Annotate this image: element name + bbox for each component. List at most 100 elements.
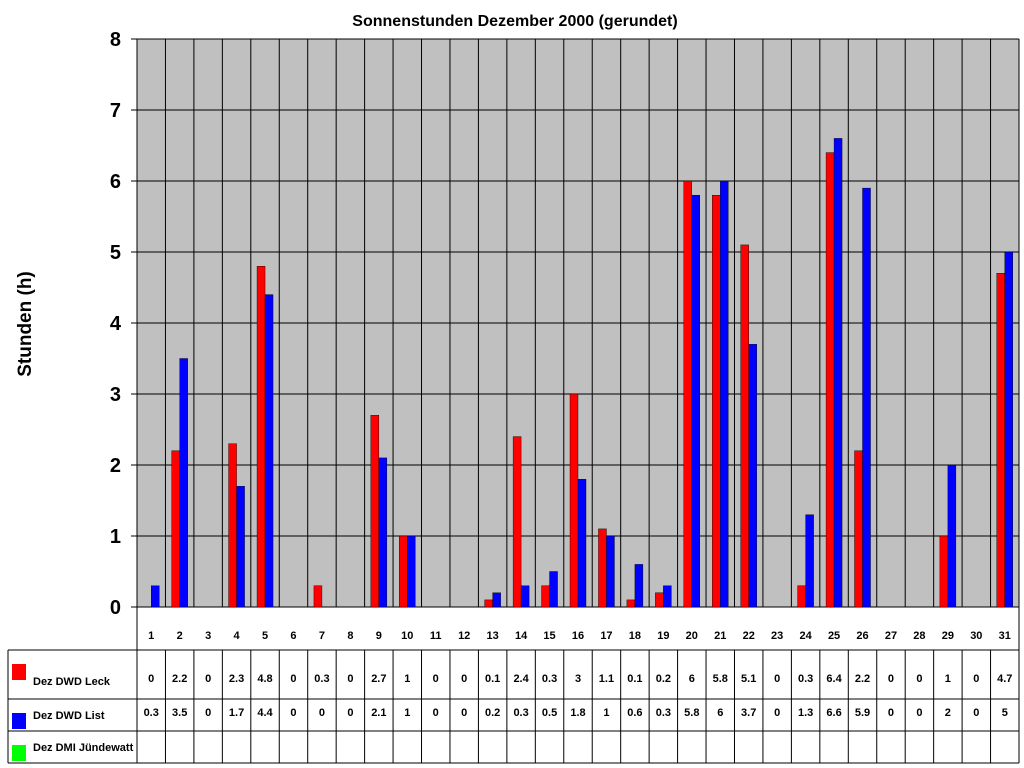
bar-list <box>378 457 388 608</box>
data-label: 0 <box>148 673 154 685</box>
bar-leck <box>484 599 493 608</box>
data-label: 2.2 <box>855 673 870 685</box>
data-label: 2.7 <box>371 673 386 685</box>
x-tick-label: 31 <box>999 630 1011 642</box>
y-tick-label: 8 <box>110 29 121 51</box>
data-label: 2.2 <box>172 673 187 685</box>
bar-list <box>947 464 957 608</box>
bar-list <box>492 592 501 608</box>
data-label: 0 <box>347 673 353 685</box>
bar-leck <box>370 415 380 608</box>
x-tick-label: 1 <box>148 630 154 642</box>
bar-list <box>833 138 843 608</box>
data-label: 0.3 <box>656 707 671 719</box>
x-tick-label: 19 <box>657 630 669 642</box>
data-label: 0 <box>433 707 439 719</box>
data-label: 0 <box>433 673 439 685</box>
bar-list <box>720 180 729 608</box>
x-tick-label: 22 <box>743 630 755 642</box>
legend-swatch <box>12 713 26 729</box>
x-tick-label: 17 <box>600 630 612 642</box>
data-label: 5.1 <box>741 673 756 685</box>
data-label: 0 <box>290 673 296 685</box>
data-label: 1 <box>945 673 951 685</box>
data-label: 1.7 <box>229 707 244 719</box>
y-tick-label: 5 <box>110 242 121 264</box>
legend-swatch <box>12 664 26 680</box>
data-label: 5.9 <box>855 707 870 719</box>
y-tick-label: 3 <box>110 384 121 406</box>
data-label: 5.8 <box>713 673 728 685</box>
data-label: 0 <box>319 707 325 719</box>
x-tick-label: 21 <box>714 630 726 642</box>
x-tick-label: 29 <box>942 630 954 642</box>
bars <box>151 138 1013 608</box>
bar-list <box>151 585 160 608</box>
data-label: 0 <box>774 673 780 685</box>
bar-list <box>862 187 871 608</box>
data-label: 0.1 <box>627 673 642 685</box>
bar-list <box>663 585 672 608</box>
data-label: 6 <box>689 673 695 685</box>
x-tick-label: 11 <box>430 630 442 642</box>
data-label: 1 <box>404 673 410 685</box>
bar-leck <box>512 436 522 608</box>
gridlines <box>131 38 1020 608</box>
legend-swatch <box>12 745 26 761</box>
data-label: 0 <box>774 707 780 719</box>
x-tick-label: 25 <box>828 630 840 642</box>
bar-list <box>236 486 245 608</box>
x-tick-label: 10 <box>401 630 413 642</box>
x-tick-label: 16 <box>572 630 584 642</box>
data-label: 4.4 <box>257 707 273 719</box>
bar-leck <box>655 592 664 608</box>
data-label: 0.2 <box>485 707 500 719</box>
data-label: 5.8 <box>684 707 699 719</box>
data-label: 0.1 <box>485 673 500 685</box>
bar-leck <box>740 244 749 608</box>
x-tick-label: 9 <box>376 630 382 642</box>
data-label: 2.3 <box>229 673 244 685</box>
data-label: 0 <box>347 707 353 719</box>
y-axis-label: Stunden (h) <box>15 271 36 377</box>
bar-list <box>748 344 757 608</box>
data-label: 0 <box>205 707 211 719</box>
data-label: 1.3 <box>798 707 813 719</box>
data-label: 1.1 <box>599 673 614 685</box>
bar-list <box>805 514 814 608</box>
legend-label: Dez DMI Jündewatt <box>33 742 134 754</box>
x-tick-label: 13 <box>487 630 499 642</box>
data-label: 0.5 <box>542 707 557 719</box>
x-tick-label: 30 <box>970 630 982 642</box>
bar-list <box>577 479 587 608</box>
bar-leck <box>712 194 721 608</box>
x-tick-label: 6 <box>290 630 296 642</box>
data-table: 1 2 3 4 5 6 7 8 9 10 11 12 13 14 15 16 17 18 19 20 21 22 23 24 2… <box>7 607 1020 764</box>
y-tick-label: 4 <box>110 313 122 335</box>
data-label: 0.2 <box>656 673 671 685</box>
data-label: 0 <box>916 673 922 685</box>
data-label: 4.8 <box>257 673 272 685</box>
y-tick-label: 6 <box>110 171 121 193</box>
bar-leck <box>541 585 550 608</box>
data-label: 3.5 <box>172 707 187 719</box>
x-tick-label: 2 <box>177 630 183 642</box>
bar-leck <box>797 585 806 608</box>
bar-list <box>606 535 615 608</box>
data-label: 6.4 <box>826 673 842 685</box>
data-label: 5 <box>1002 707 1008 719</box>
data-label: 0 <box>916 707 922 719</box>
bar-leck <box>171 450 180 608</box>
data-label: 2 <box>945 707 951 719</box>
data-label: 0 <box>461 673 467 685</box>
legend-label: Dez DWD Leck <box>33 676 111 688</box>
data-label: 0 <box>973 673 979 685</box>
data-label: 1 <box>603 707 609 719</box>
x-tick-label: 27 <box>885 630 897 642</box>
bar-leck <box>939 535 949 608</box>
x-tick-label: 28 <box>913 630 925 642</box>
data-label: 0.3 <box>798 673 813 685</box>
x-tick-label: 23 <box>771 630 783 642</box>
data-label: 0.3 <box>314 673 329 685</box>
